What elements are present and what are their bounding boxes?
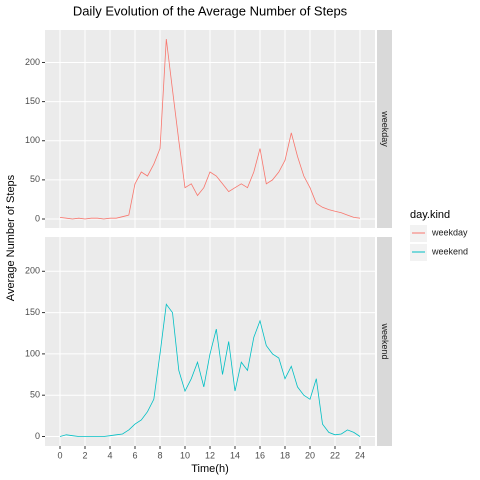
- x-tick-label: 6: [132, 450, 137, 460]
- y-tick-label: 150: [25, 307, 40, 317]
- x-tick-label: 18: [280, 450, 290, 460]
- y-tick-label: 200: [25, 57, 40, 67]
- x-tick-label: 24: [355, 450, 365, 460]
- facet-strip: [377, 30, 392, 228]
- y-tick-label: 100: [25, 348, 40, 358]
- x-tick-label: 0: [57, 450, 62, 460]
- x-tick-label: 8: [157, 450, 162, 460]
- x-tick-label: 4: [107, 450, 112, 460]
- x-tick-label: 16: [255, 450, 265, 460]
- legend-label: weekday: [431, 227, 468, 237]
- x-tick-label: 22: [330, 450, 340, 460]
- y-tick-label: 0: [35, 213, 40, 223]
- x-tick-label: 14: [230, 450, 240, 460]
- y-tick-label: 200: [25, 266, 40, 276]
- y-tick-label: 0: [35, 431, 40, 441]
- y-tick-label: 100: [25, 135, 40, 145]
- legend-title: day.kind: [410, 209, 450, 221]
- x-axis-label: Time(h): [191, 463, 228, 475]
- line: [59, 303, 361, 437]
- y-axis-label: Average Number of Steps: [5, 174, 17, 301]
- chart-title: Daily Evolution of the Average Number of…: [73, 3, 348, 18]
- line: [59, 38, 361, 220]
- y-tick-label: 50: [30, 174, 40, 184]
- y-tick-label: 50: [30, 390, 40, 400]
- facet-label: weekend: [380, 322, 390, 359]
- legend-label: weekend: [431, 246, 468, 256]
- x-tick-label: 2: [82, 450, 87, 460]
- facet-label: weekday: [380, 110, 390, 147]
- y-tick-label: 150: [25, 96, 40, 106]
- facet-strip: [377, 237, 392, 446]
- x-tick-label: 20: [305, 450, 315, 460]
- x-tick-label: 12: [205, 450, 215, 460]
- x-tick-label: 10: [180, 450, 190, 460]
